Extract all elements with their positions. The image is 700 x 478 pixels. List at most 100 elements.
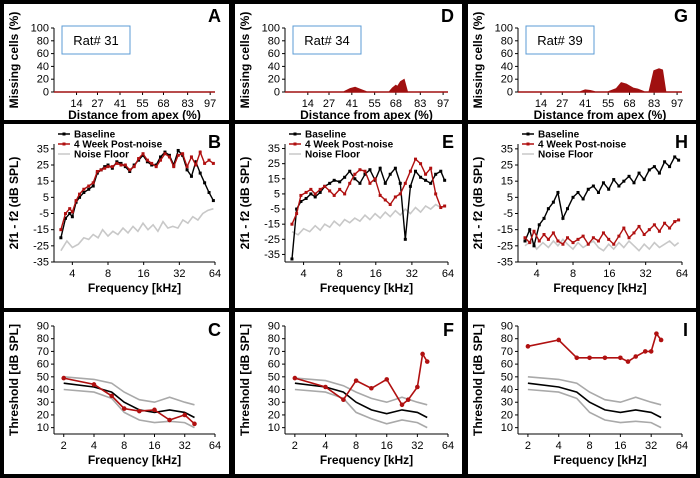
data-point: [338, 187, 342, 191]
data-point: [369, 385, 374, 391]
data-point: [602, 355, 608, 361]
data-point: [414, 169, 418, 173]
y-tick-label: 90: [37, 321, 49, 333]
data-point: [70, 210, 74, 214]
x-tick-label: 83: [648, 98, 660, 110]
data-point: [91, 382, 97, 387]
data-point: [167, 417, 172, 423]
data-point: [581, 197, 585, 201]
series-line-range-upper: [63, 376, 195, 406]
y-tick-label: 15: [37, 176, 49, 188]
data-point: [556, 190, 560, 194]
y-tick-label: 25: [37, 160, 49, 172]
x-tick-label: 32: [173, 268, 185, 280]
data-point: [189, 155, 193, 159]
data-point: [586, 242, 590, 246]
y-tick-label: 90: [268, 321, 280, 333]
data-point: [341, 397, 346, 402]
data-point: [551, 231, 555, 235]
data-point: [617, 184, 621, 188]
y-tick-label: 70: [37, 346, 49, 358]
data-point: [532, 244, 536, 248]
y-tick-label: -35: [33, 257, 49, 269]
y-tick-label: 35: [268, 143, 280, 155]
data-point: [106, 165, 110, 169]
data-point: [295, 207, 299, 211]
data-point: [137, 158, 141, 162]
data-point: [292, 375, 298, 381]
x-tick-label: 41: [346, 98, 358, 110]
data-point: [383, 198, 387, 202]
y-tick-label: 5: [507, 192, 513, 204]
y-tick-label: 15: [501, 176, 513, 188]
data-point: [537, 239, 541, 243]
data-point: [137, 157, 141, 161]
series-line-range-lower: [63, 388, 195, 429]
legend-marker: [526, 132, 530, 136]
data-point: [145, 160, 149, 164]
panel-background: [468, 312, 696, 474]
data-point: [70, 215, 74, 219]
legend-label: 4 Week Post-noise: [305, 140, 394, 151]
data-point: [642, 349, 648, 354]
data-point: [439, 206, 443, 210]
missing-cells-area: [518, 68, 682, 93]
y-tick-label: -35: [264, 249, 280, 261]
x-tick-label: 68: [623, 98, 635, 110]
y-tick-label: -15: [33, 224, 49, 236]
legend-marker: [293, 142, 297, 146]
y-tick-label: 80: [37, 333, 49, 345]
data-point: [657, 229, 661, 233]
y-tick-label: 20: [268, 74, 280, 86]
data-point: [182, 412, 188, 418]
data-point: [627, 236, 631, 240]
y-tick-label: 5: [43, 192, 49, 204]
data-point: [408, 169, 412, 173]
data-point: [185, 168, 189, 172]
x-tick-label: 4: [301, 268, 307, 280]
x-tick-label: 55: [602, 98, 614, 110]
data-point: [123, 163, 127, 167]
data-point: [309, 187, 313, 191]
data-point: [642, 178, 646, 182]
data-point: [565, 207, 569, 211]
series-line-noise-floor: [524, 238, 680, 252]
data-point: [523, 239, 527, 243]
data-point: [172, 165, 176, 169]
y-tick-label: 60: [268, 359, 280, 371]
y-tick-label: -25: [264, 234, 280, 246]
x-axis-title: Distance from apex (%): [300, 108, 433, 122]
x-tick-label: 41: [114, 98, 126, 110]
data-point: [203, 181, 207, 185]
data-point: [408, 184, 412, 188]
data-point: [528, 228, 532, 232]
y-tick-label: -35: [497, 257, 513, 269]
data-point: [424, 172, 428, 176]
data-point: [338, 180, 342, 184]
data-point: [657, 171, 661, 175]
data-point: [95, 169, 99, 173]
x-tick-label: 27: [323, 98, 335, 110]
x-axis-title: Frequency [kHz]: [320, 453, 413, 467]
x-tick-label: 16: [381, 440, 393, 452]
x-tick-label: 32: [640, 268, 652, 280]
data-point: [668, 226, 672, 230]
data-point: [59, 228, 63, 232]
data-point: [658, 337, 664, 343]
data-point: [373, 177, 377, 181]
x-tick-label: 55: [369, 98, 381, 110]
data-point: [194, 163, 198, 167]
data-point: [677, 218, 681, 222]
x-tick-label: 83: [414, 98, 426, 110]
data-point: [612, 178, 616, 182]
data-point: [82, 187, 86, 191]
x-tick-label: 27: [91, 98, 103, 110]
x-tick-label: 16: [138, 268, 150, 280]
y-axis-title: Threshold [dB SPL]: [471, 324, 485, 436]
data-point: [353, 172, 357, 176]
data-point: [663, 160, 667, 164]
y-tick-label: 80: [268, 35, 280, 47]
y-tick-label: -25: [33, 240, 49, 252]
y-tick-label: 60: [37, 48, 49, 60]
data-point: [384, 377, 390, 382]
